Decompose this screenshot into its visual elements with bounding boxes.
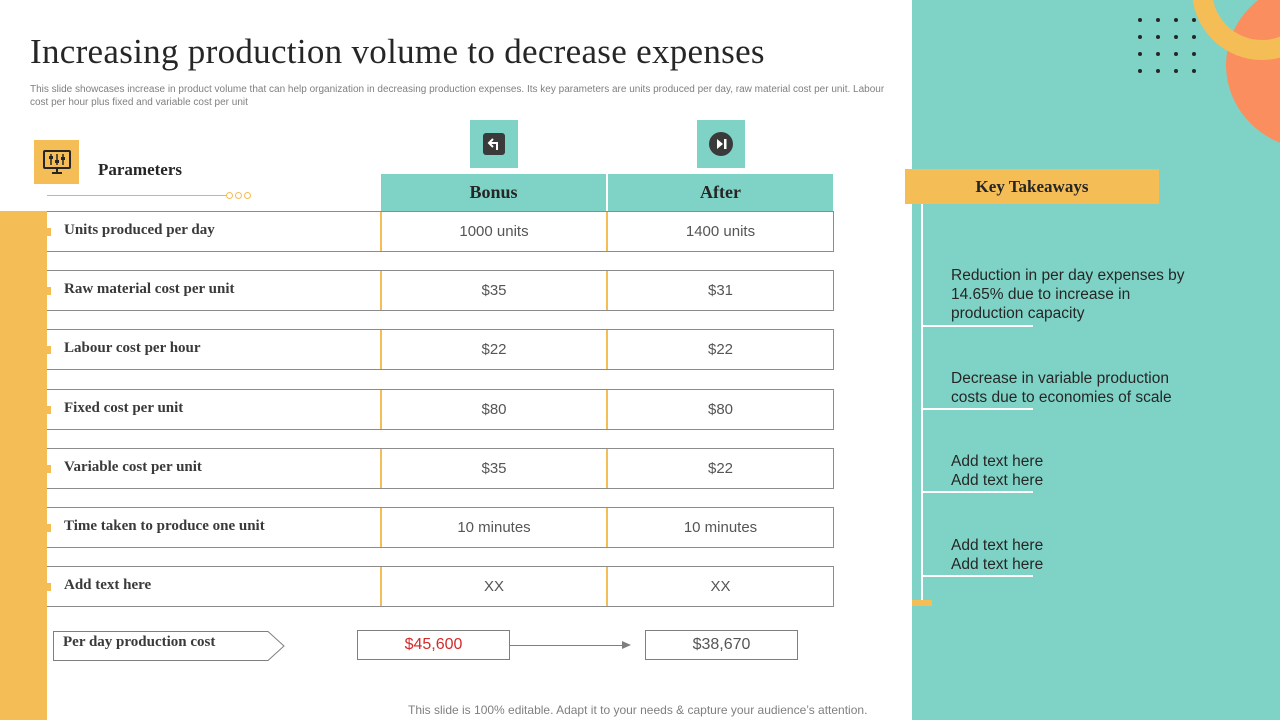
row-label: Units produced per day [64, 222, 215, 238]
parameters-heading: Parameters [98, 160, 183, 179]
takeaway-item: Add text here Add text here [951, 453, 1044, 489]
takeaway-divider [921, 325, 1033, 327]
bullet-marker [43, 346, 51, 354]
footer-note: This slide is 100% editable. Adapt it to… [408, 703, 868, 717]
bullet-marker [43, 524, 51, 532]
decorative-dot-grid [1138, 18, 1196, 73]
before-value: $80 [380, 390, 606, 429]
table-row: Variable cost per unit $35 $22 [43, 448, 834, 489]
bullet-marker [43, 465, 51, 473]
control-panel-icon [34, 140, 79, 184]
production-cost-after: $38,670 [645, 630, 798, 660]
before-value: 10 minutes [380, 508, 606, 547]
decorative-dots [226, 192, 251, 199]
skip-next-icon [697, 120, 745, 168]
table-row: Raw material cost per unit $35 $31 [43, 270, 834, 311]
bullet-marker [43, 583, 51, 591]
after-value: $22 [606, 449, 833, 488]
left-accent-bar [0, 211, 47, 720]
page-subtitle: This slide showcases increase in product… [30, 84, 885, 108]
arrow-connector [510, 645, 626, 646]
cost-label-shape [53, 631, 285, 661]
table-row: Fixed cost per unit $80 $80 [43, 389, 834, 430]
before-value: $22 [380, 330, 606, 369]
column-header-after: After [608, 174, 833, 211]
table-row: Units produced per day 1000 units 1400 u… [43, 211, 834, 252]
takeaway-item: Reduction in per day expenses by 14.65% … [951, 267, 1185, 322]
before-value: 1000 units [380, 212, 606, 251]
production-cost-before: $45,600 [357, 630, 510, 660]
after-value: $31 [606, 271, 833, 310]
row-label: Fixed cost per unit [64, 400, 184, 416]
table-row: Labour cost per hour $22 $22 [43, 329, 834, 370]
takeaway-item: Add text here Add text here [951, 537, 1044, 573]
column-header-bonus: Bonus [381, 174, 606, 211]
row-label: Variable cost per unit [64, 459, 202, 475]
bullet-marker [43, 287, 51, 295]
before-value: $35 [380, 449, 606, 488]
after-value: 1400 units [606, 212, 833, 251]
before-value: $35 [380, 271, 606, 310]
row-label: Raw material cost per unit [64, 281, 235, 297]
arrow-right-icon [622, 641, 631, 649]
key-takeaways-heading: Key Takeaways [905, 169, 1159, 204]
key-takeaways-panel [912, 0, 1280, 720]
table-row: Time taken to produce one unit 10 minute… [43, 507, 834, 548]
before-value: XX [380, 567, 606, 606]
after-value: 10 minutes [606, 508, 833, 547]
after-value: $22 [606, 330, 833, 369]
timeline-end-marker [912, 600, 932, 606]
page-title: Increasing production volume to decrease… [30, 32, 765, 71]
table-row: Add text here XX XX [43, 566, 834, 607]
timeline-line [921, 204, 923, 604]
row-label: Labour cost per hour [64, 340, 201, 356]
back-arrow-icon [470, 120, 518, 168]
divider [47, 195, 227, 196]
bullet-marker [43, 406, 51, 414]
takeaway-divider [921, 491, 1033, 493]
production-cost-label: Per day production cost [63, 634, 216, 650]
row-label: Time taken to produce one unit [64, 518, 265, 534]
decorative-ring [1192, 0, 1280, 60]
bullet-marker [43, 228, 51, 236]
after-value: XX [606, 567, 833, 606]
row-label: Add text here [64, 577, 152, 593]
takeaway-divider [921, 408, 1033, 410]
takeaway-divider [921, 575, 1033, 577]
takeaway-item: Decrease in variable production costs du… [951, 370, 1172, 406]
after-value: $80 [606, 390, 833, 429]
